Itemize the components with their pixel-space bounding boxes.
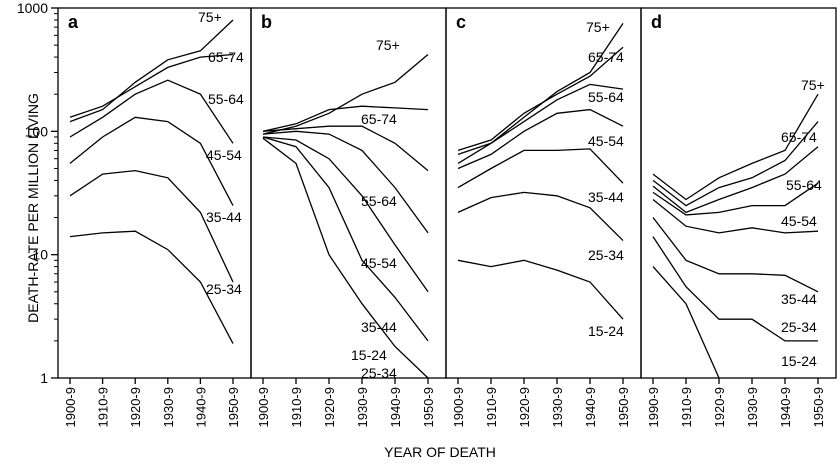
series-line-45-54 <box>69 116 234 206</box>
series-label: 25-34 <box>588 247 624 263</box>
series-label: 45-54 <box>361 255 397 271</box>
panel-frames <box>57 7 837 379</box>
series-label: 35-44 <box>206 209 242 225</box>
panel-letter: a <box>68 12 79 32</box>
series-label: 75+ <box>801 77 825 93</box>
series-line-15-24 <box>652 236 818 342</box>
y-tick-label: 10 <box>32 247 48 263</box>
series-line-35-44 <box>262 136 429 293</box>
series-line-55-64 <box>262 125 429 172</box>
series-label: 55-64 <box>361 193 397 209</box>
panel-d: d 1990-9 1910-9 1920-9 1930-9 1940-9 1950-9 75+… <box>646 12 826 427</box>
x-tick-label: 1930-9 <box>745 387 760 427</box>
series-label: 35-44 <box>781 291 817 307</box>
x-tick-label: 1900-9 <box>256 387 271 427</box>
x-tick-label: 1910-9 <box>96 387 111 427</box>
series-line-45-54 <box>457 108 624 170</box>
panel-letter: b <box>261 12 272 32</box>
panel-c: c 1900-9 1910-9 1920-9 1930-9 1940-9 1950-9 75+… <box>451 12 631 427</box>
x-tick-label: 1930-9 <box>550 387 565 427</box>
panel-letter: d <box>651 12 662 32</box>
x-tick-label: 1940-9 <box>193 387 208 427</box>
x-axis-label: YEAR OF DEATH <box>384 444 496 460</box>
y-axis: 1 10 100 1000 <box>17 0 58 386</box>
series-label: 35-44 <box>361 319 397 335</box>
series-label: 65-74 <box>208 49 244 65</box>
x-tick-label: 1990-9 <box>646 387 661 427</box>
series-label: 75+ <box>586 19 610 35</box>
series-line-25-34 <box>69 230 234 344</box>
series-label: 45-54 <box>206 147 242 163</box>
x-tick-label: 1930-9 <box>355 387 370 427</box>
series-line-75+ <box>652 93 819 201</box>
panel-a: a 1900-9 1910-9 1920-9 1930-9 1940-9 1950-9 75+… <box>63 9 244 427</box>
series-label: 15-24 <box>351 347 387 363</box>
panel-letter: c <box>456 12 466 32</box>
series-label: 65-74 <box>781 129 817 145</box>
series-label: 15-24 <box>781 353 817 369</box>
y-tick-label: 100 <box>25 123 49 139</box>
series-label: 65-74 <box>588 49 624 65</box>
series-line-65-74 <box>457 46 624 152</box>
panel-b: b 1900-9 1910-9 1920-9 1930-9 1940-9 1950-9 75+… <box>256 12 436 427</box>
y-tick-label: 1 <box>40 370 48 386</box>
series-label: 25-34 <box>206 281 242 297</box>
x-tick-label: 1900-9 <box>451 387 466 427</box>
panels: a 1900-9 1910-9 1920-9 1930-9 1940-9 1950-9 75+… <box>63 9 826 427</box>
series-line-75+ <box>69 19 234 123</box>
series-label: 15-24 <box>588 323 624 339</box>
series-line-15-24 <box>457 259 624 320</box>
x-tick-label: 1910-9 <box>679 387 694 427</box>
x-tick-label: 1950-9 <box>226 387 241 427</box>
series-label: 55-64 <box>588 89 624 105</box>
series-line-35-44 <box>457 148 624 189</box>
series-label: 25-34 <box>361 365 397 381</box>
series-line-25-34 <box>457 191 624 242</box>
x-tick-label: 1910-9 <box>484 387 499 427</box>
series-line-25-34 <box>652 217 819 293</box>
series-line-25-34 <box>262 136 429 342</box>
panel-frame-4 <box>640 7 837 379</box>
x-tick-label: 1920-9 <box>322 387 337 427</box>
series-label: 25-34 <box>781 319 817 335</box>
series-line-65-74 <box>262 105 429 132</box>
series-label: 45-54 <box>588 133 624 149</box>
series-line-75+ <box>262 54 429 135</box>
series-line-65-74 <box>652 121 819 207</box>
series-line-55-64 <box>69 79 234 144</box>
x-tick-label: 1930-9 <box>161 387 176 427</box>
series-label: 35-44 <box>588 189 624 205</box>
series-line-35-44 <box>652 198 819 234</box>
series-line-15-24 <box>262 137 429 379</box>
x-tick-label: 1900-9 <box>63 387 78 427</box>
series-line-45-54 <box>652 182 819 216</box>
x-tick-label: 1950-9 <box>421 387 436 427</box>
series-label: 55-64 <box>208 91 244 107</box>
x-tick-label: 1940-9 <box>778 387 793 427</box>
series-label: 65-74 <box>361 111 397 127</box>
series-line-55-64 <box>457 83 624 164</box>
series-line-unlabeled <box>652 266 720 379</box>
y-tick-label: 1000 <box>17 0 48 16</box>
series-label: 75+ <box>376 37 400 53</box>
x-tick-label: 1920-9 <box>128 387 143 427</box>
x-tick-label: 1920-9 <box>712 387 727 427</box>
series-line-35-44 <box>69 169 234 283</box>
x-tick-label: 1950-9 <box>811 387 826 427</box>
series-label: 45-54 <box>781 213 817 229</box>
x-tick-label: 1910-9 <box>289 387 304 427</box>
series-line-55-64 <box>652 146 819 214</box>
x-tick-label: 1950-9 <box>616 387 631 427</box>
y-axis-label: DEATH-RATE PER MILLION LIVING <box>25 93 41 323</box>
x-tick-label: 1940-9 <box>388 387 403 427</box>
series-label: 75+ <box>198 9 222 25</box>
x-tick-label: 1940-9 <box>583 387 598 427</box>
series-line-65-74 <box>69 53 234 118</box>
series-label: 55-64 <box>786 177 822 193</box>
series-line-45-54 <box>262 130 429 234</box>
x-tick-label: 1920-9 <box>517 387 532 427</box>
